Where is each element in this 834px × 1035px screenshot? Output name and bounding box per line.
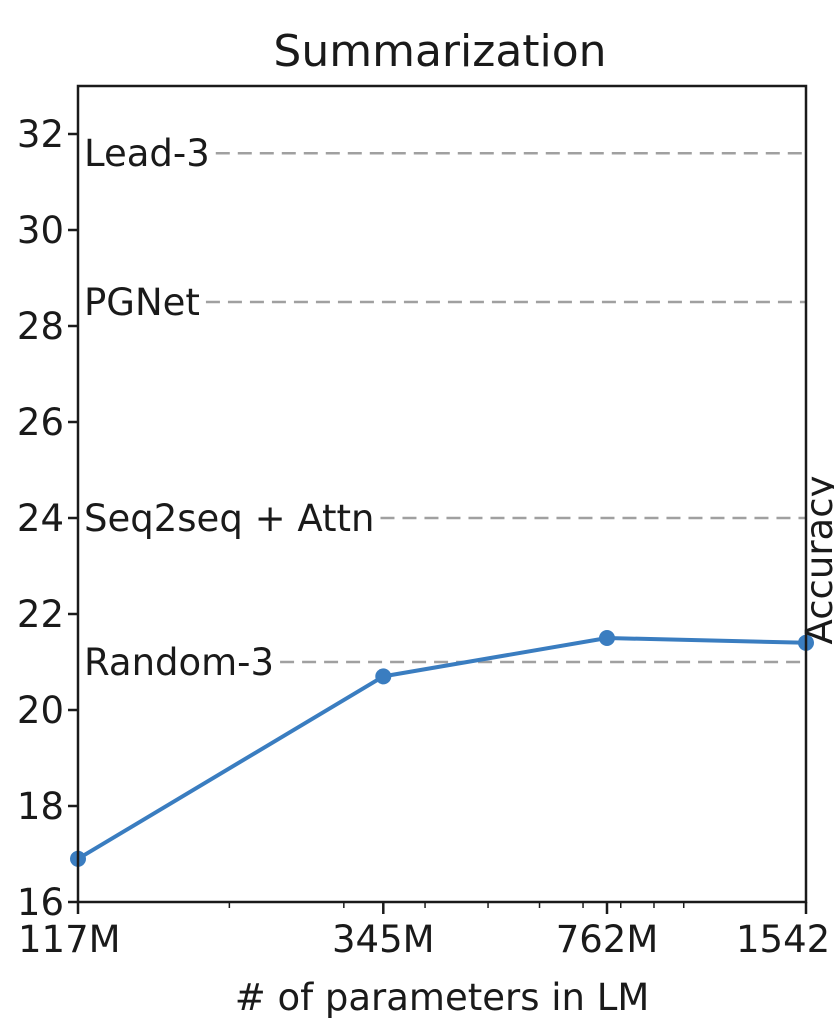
data-point: [375, 668, 392, 685]
right-axis-label-fragment: Accuracy: [798, 476, 834, 645]
x-tick-label: 117M: [18, 918, 121, 961]
reference-lines: Lead-3 PGNet Seq2seq + Attn Random-3: [84, 132, 806, 684]
y-tick-label: 18: [17, 785, 64, 828]
reference-label: Seq2seq + Attn: [84, 497, 374, 540]
y-axis: 16 18 20 22 24 26 28 30 32: [17, 113, 78, 924]
plot-frame: [76, 84, 808, 904]
x-axis: 117M 345M 762M 1542: [18, 902, 830, 961]
chart-title: Summarization: [273, 26, 606, 77]
y-tick-label: 22: [17, 593, 64, 636]
series-line: [76, 636, 807, 861]
y-tick-label: 30: [17, 209, 64, 252]
y-tick-label: 24: [17, 497, 64, 540]
reference-label: Lead-3: [84, 132, 210, 175]
y-tick-label: 32: [17, 113, 64, 156]
x-tick-label: 762M: [556, 918, 659, 961]
x-tick-label: 1542: [736, 918, 830, 961]
y-tick-label: 26: [17, 401, 64, 444]
reference-label: Random-3: [84, 641, 274, 684]
y-tick-label: 16: [17, 881, 64, 924]
x-tick-label: 345M: [332, 918, 435, 961]
data-point: [598, 630, 615, 646]
y-tick-label: 20: [17, 689, 64, 732]
x-axis-title: # of parameters in LM: [235, 976, 650, 1019]
reference-label: PGNet: [84, 281, 200, 324]
y-tick-label: 28: [17, 305, 64, 348]
